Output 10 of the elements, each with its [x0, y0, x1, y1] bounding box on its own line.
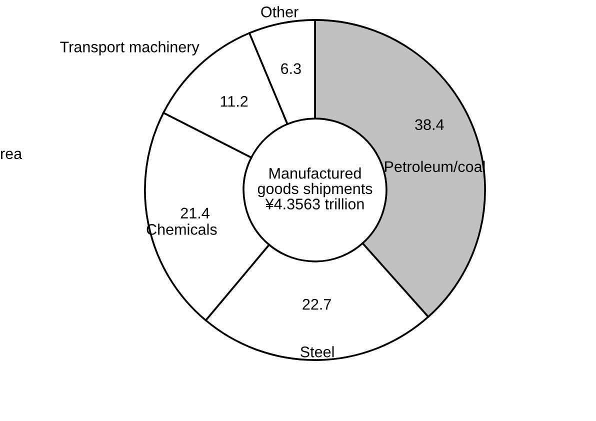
data-label: 38.4 — [415, 119, 444, 130]
data-label: 6.3 — [281, 63, 301, 74]
data-label: 22.7 — [302, 298, 331, 310]
slice-label: Steel — [300, 346, 334, 358]
data-label: 11.2 — [220, 96, 248, 107]
slice-label: Transport machinery — [60, 41, 200, 56]
text: rea — [1, 150, 22, 160]
text: Manufactured goods shipments ¥4.3563 trillion — [258, 168, 372, 210]
data-label: 21.4 — [180, 208, 210, 218]
slice-label: Other — [261, 6, 298, 18]
